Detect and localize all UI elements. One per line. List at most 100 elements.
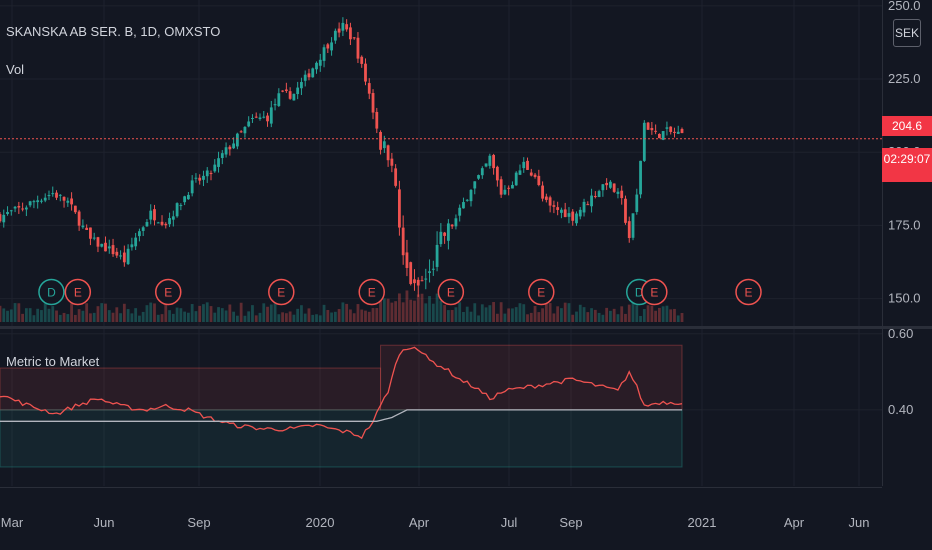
- volume-bars: [0, 290, 684, 322]
- candle-body: [627, 221, 631, 238]
- candle-body: [228, 146, 232, 150]
- candle-body: [107, 246, 111, 249]
- candle-body: [398, 189, 401, 228]
- candle-body: [367, 83, 371, 94]
- candle-body: [186, 194, 190, 200]
- volume-bar: [552, 313, 556, 322]
- volume-bar: [190, 304, 194, 322]
- candle-body: [356, 37, 360, 59]
- candle-body: [495, 166, 499, 181]
- volume-bar: [213, 312, 217, 322]
- volume-bar: [341, 302, 345, 322]
- candle-body: [590, 195, 593, 207]
- dividend-marker-label: D: [47, 286, 56, 300]
- volume-bar: [631, 302, 635, 322]
- volume-bar: [315, 314, 318, 322]
- volume-bar: [32, 315, 36, 322]
- volume-bar: [511, 308, 514, 322]
- candle-body: [477, 175, 480, 179]
- candle-body: [601, 184, 605, 191]
- candle-body: [160, 221, 164, 225]
- candle-body: [529, 172, 533, 176]
- volume-bar: [153, 303, 156, 322]
- volume-bar: [650, 305, 654, 322]
- candle-body: [239, 131, 243, 133]
- time-tick-label: 2021: [688, 515, 717, 530]
- candle-body: [337, 28, 341, 33]
- volume-bar: [220, 308, 224, 322]
- volume-bar: [477, 315, 480, 322]
- candle-body: [183, 196, 187, 203]
- volume-bar: [548, 303, 552, 322]
- volume-bar: [560, 308, 563, 322]
- volume-bar: [243, 315, 247, 322]
- candle-body: [375, 111, 379, 129]
- candle-body: [439, 231, 443, 245]
- candle-body: [85, 227, 89, 231]
- candle-body: [560, 209, 563, 213]
- volume-bar: [281, 312, 284, 322]
- volume-bar: [495, 313, 499, 322]
- candle-body: [198, 177, 202, 181]
- candle-body: [111, 245, 115, 255]
- last-price-tag: 204.6: [882, 116, 932, 136]
- volume-bar: [224, 310, 228, 322]
- candle-body: [360, 56, 364, 64]
- volume-bar: [183, 311, 187, 322]
- volume-bar: [480, 304, 484, 322]
- volume-bar: [130, 313, 134, 322]
- candle-body: [484, 163, 488, 167]
- volume-bar: [21, 313, 25, 322]
- candle-body: [55, 192, 58, 198]
- candle-body: [149, 210, 153, 220]
- volume-bar: [311, 314, 315, 322]
- volume-bar: [593, 309, 597, 322]
- candle-body: [537, 175, 541, 186]
- currency-button[interactable]: SEK: [893, 19, 921, 47]
- volume-bar: [92, 312, 96, 322]
- earnings-marker: [155, 278, 182, 306]
- volume-bar: [337, 309, 341, 322]
- volume-bar: [567, 303, 571, 322]
- volume-bar: [499, 302, 503, 322]
- candle-body: [273, 104, 277, 106]
- volume-bar: [469, 311, 473, 322]
- volume-bar: [258, 312, 262, 322]
- volume-bar: [217, 307, 220, 322]
- volume-bar: [401, 302, 405, 322]
- volume-bar: [307, 308, 311, 322]
- earnings-marker-label: E: [745, 286, 753, 300]
- volume-bar: [635, 305, 639, 322]
- time-axis[interactable]: Mar Jun Sep 2020 Apr Jul Sep 2021 Apr Jun: [1, 515, 870, 530]
- volume-bar: [266, 306, 269, 322]
- candle-body: [209, 172, 213, 175]
- volume-bar: [616, 314, 620, 322]
- candle-body: [552, 205, 556, 207]
- volume-bar: [443, 305, 447, 322]
- volume-bar: [284, 313, 288, 322]
- candle-body: [349, 27, 352, 40]
- candle-body: [202, 175, 205, 180]
- candle-body: [548, 197, 552, 206]
- volume-bar: [578, 304, 582, 322]
- candle-body: [333, 30, 337, 41]
- volume-bar: [288, 311, 292, 322]
- candle-body: [217, 158, 220, 167]
- candle-body: [446, 223, 450, 241]
- volume-bar: [526, 314, 529, 322]
- candle-body: [315, 62, 318, 70]
- volume-bar: [620, 306, 624, 322]
- volume-bar: [58, 314, 62, 322]
- candle-body: [401, 227, 405, 256]
- volume-bar: [141, 311, 145, 322]
- volume-bar: [518, 303, 522, 322]
- candle-body: [266, 115, 269, 122]
- candle-body: [171, 216, 175, 220]
- earnings-marker: [641, 278, 668, 306]
- candle-body: [352, 37, 356, 39]
- price-tick-label: 150.0: [888, 291, 921, 306]
- volume-bar: [646, 305, 650, 322]
